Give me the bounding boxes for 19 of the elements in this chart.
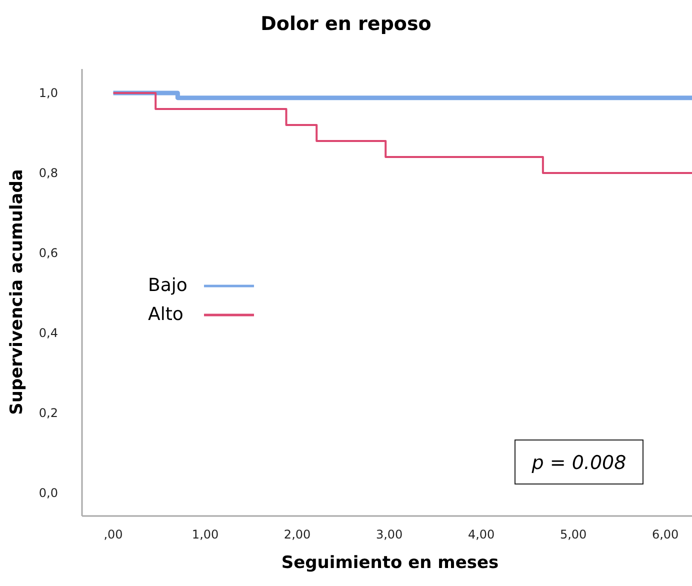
annotation: p = 0.008: [530, 452, 626, 474]
x-tick-label: 4,00: [468, 528, 495, 542]
y-tick-label: 0,8: [38, 166, 58, 180]
x-axis-title: Seguimiento en meses: [281, 553, 499, 573]
legend-label: Alto: [148, 304, 184, 325]
y-tick-label: 0,6: [38, 246, 58, 260]
y-tick-label: 0,0: [38, 486, 58, 500]
x-tick-label: 3,00: [376, 528, 403, 542]
x-tick-label: 1,00: [192, 528, 219, 542]
x-tick-label: 5,00: [560, 528, 587, 542]
x-tick-label: ,00: [104, 528, 123, 542]
y-tick-label: 1,0: [38, 86, 58, 100]
x-tick-label: 6,00: [652, 528, 679, 542]
x-tick-label: 2,00: [284, 528, 311, 542]
chart-title: Dolor en reposo: [260, 13, 432, 35]
y-axis-title: Supervivencia acumulada: [7, 169, 27, 415]
y-tick-label: 0,2: [38, 406, 58, 420]
y-tick-label: 0,4: [38, 326, 58, 340]
legend-label: Bajo: [148, 275, 188, 296]
